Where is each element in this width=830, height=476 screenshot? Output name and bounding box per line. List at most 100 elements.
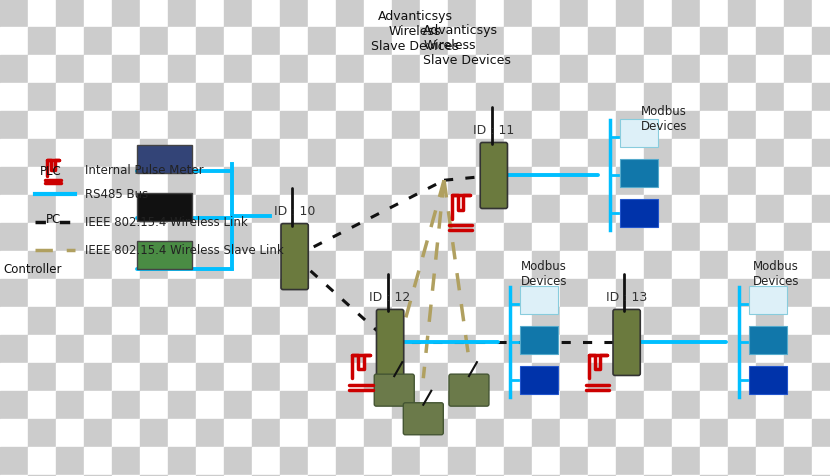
Bar <box>0 224 28 251</box>
Bar <box>560 363 588 391</box>
Bar <box>504 335 532 363</box>
Bar <box>56 391 84 419</box>
Bar <box>560 0 588 28</box>
Bar <box>28 335 56 363</box>
Bar <box>532 391 560 419</box>
Bar <box>520 287 559 315</box>
Bar <box>224 28 252 56</box>
Bar <box>196 391 224 419</box>
Bar <box>196 0 224 28</box>
Bar <box>196 224 224 251</box>
Text: Modbus
Devices: Modbus Devices <box>753 259 799 288</box>
Bar <box>84 447 112 475</box>
FancyBboxPatch shape <box>403 403 443 435</box>
Bar <box>700 279 728 307</box>
Bar <box>504 363 532 391</box>
Bar <box>84 56 112 84</box>
Bar <box>616 28 644 56</box>
Bar <box>588 279 616 307</box>
Bar <box>336 363 364 391</box>
Bar <box>84 307 112 335</box>
Bar <box>140 140 168 168</box>
Bar <box>420 112 448 140</box>
Bar <box>616 419 644 447</box>
Bar <box>252 168 280 196</box>
Bar <box>504 140 532 168</box>
Bar <box>756 447 784 475</box>
Bar <box>308 140 336 168</box>
Bar <box>728 28 756 56</box>
Bar <box>532 112 560 140</box>
Bar <box>252 391 280 419</box>
Bar <box>672 84 700 112</box>
Bar <box>364 335 392 363</box>
Bar <box>84 84 112 112</box>
Bar <box>504 0 532 28</box>
Bar <box>168 56 196 84</box>
Text: ID : 12: ID : 12 <box>369 290 411 303</box>
Bar <box>728 84 756 112</box>
Bar <box>224 56 252 84</box>
Bar <box>280 447 308 475</box>
Bar <box>392 56 420 84</box>
Bar <box>56 279 84 307</box>
Bar <box>28 140 56 168</box>
Bar <box>308 307 336 335</box>
Text: RS485 Bus: RS485 Bus <box>85 188 148 201</box>
Bar <box>252 224 280 251</box>
Bar <box>728 140 756 168</box>
Bar <box>280 196 308 224</box>
Bar <box>728 112 756 140</box>
Bar <box>196 56 224 84</box>
Bar <box>700 251 728 279</box>
Bar <box>224 447 252 475</box>
Bar <box>560 279 588 307</box>
Bar <box>672 112 700 140</box>
Bar <box>784 196 812 224</box>
Bar <box>784 279 812 307</box>
Bar <box>560 224 588 251</box>
Bar <box>28 196 56 224</box>
Bar <box>728 391 756 419</box>
Bar <box>252 251 280 279</box>
Bar <box>112 391 140 419</box>
Bar <box>504 447 532 475</box>
Bar <box>476 251 504 279</box>
Bar <box>336 475 364 476</box>
Bar <box>56 224 84 251</box>
Bar <box>252 28 280 56</box>
Bar <box>700 447 728 475</box>
Bar <box>168 363 196 391</box>
Bar <box>336 251 364 279</box>
Bar <box>364 447 392 475</box>
Bar <box>616 140 644 168</box>
Bar <box>700 224 728 251</box>
Bar <box>672 475 700 476</box>
Bar <box>476 224 504 251</box>
Bar <box>0 363 28 391</box>
Bar <box>392 447 420 475</box>
Bar <box>560 307 588 335</box>
Bar <box>280 307 308 335</box>
Bar <box>728 56 756 84</box>
Bar <box>532 251 560 279</box>
Bar <box>140 251 168 279</box>
Bar <box>616 251 644 279</box>
Bar <box>140 363 168 391</box>
Bar <box>0 168 28 196</box>
Bar <box>392 363 420 391</box>
Bar <box>336 307 364 335</box>
Bar <box>700 56 728 84</box>
Bar <box>224 140 252 168</box>
Bar <box>84 363 112 391</box>
Bar <box>224 224 252 251</box>
Bar <box>56 84 84 112</box>
Bar <box>364 196 392 224</box>
Bar <box>280 419 308 447</box>
Bar <box>700 307 728 335</box>
Bar <box>504 279 532 307</box>
FancyBboxPatch shape <box>281 224 308 290</box>
Bar <box>196 279 224 307</box>
Bar <box>784 0 812 28</box>
Bar <box>644 391 672 419</box>
